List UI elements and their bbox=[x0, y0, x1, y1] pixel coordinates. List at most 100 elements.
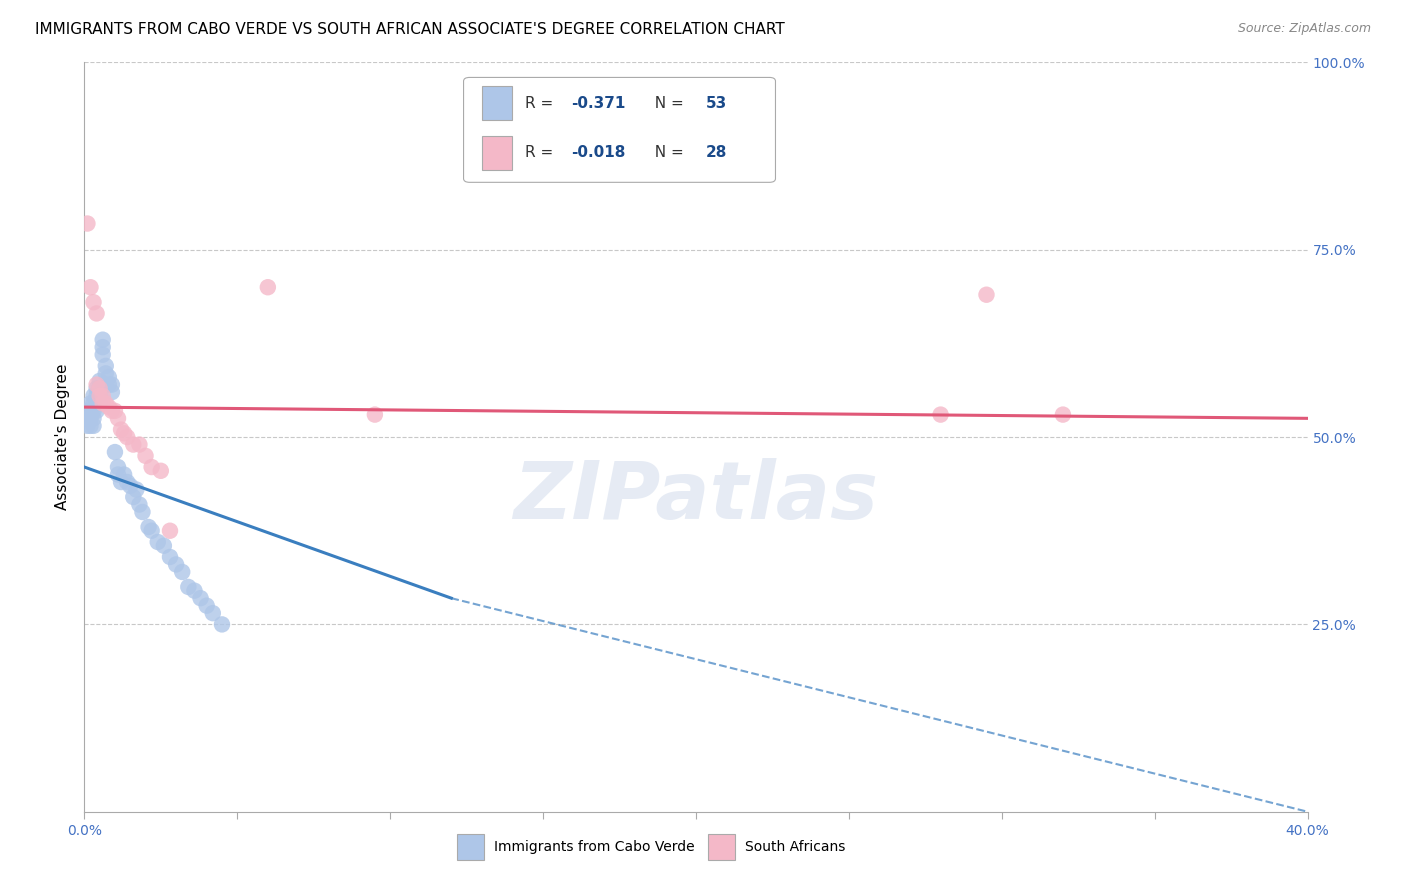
Bar bbox=[457, 834, 484, 861]
Point bbox=[128, 437, 150, 451]
Point bbox=[146, 535, 169, 549]
FancyBboxPatch shape bbox=[464, 78, 776, 182]
Point bbox=[83, 389, 105, 403]
Text: South Africans: South Africans bbox=[745, 840, 845, 855]
Text: R =: R = bbox=[524, 145, 558, 161]
Point bbox=[76, 217, 98, 231]
Point bbox=[86, 389, 108, 403]
Point bbox=[183, 583, 205, 598]
Point bbox=[86, 381, 108, 395]
Point bbox=[115, 475, 138, 489]
Point bbox=[195, 599, 218, 613]
Point bbox=[79, 411, 101, 425]
Point bbox=[125, 483, 148, 497]
Text: ZIPatlas: ZIPatlas bbox=[513, 458, 879, 536]
Text: Immigrants from Cabo Verde: Immigrants from Cabo Verde bbox=[494, 840, 695, 855]
Point bbox=[122, 437, 145, 451]
Point bbox=[76, 404, 98, 418]
Point bbox=[177, 580, 200, 594]
Point bbox=[190, 591, 212, 606]
Point bbox=[128, 498, 150, 512]
Point bbox=[91, 389, 114, 403]
Point bbox=[79, 280, 101, 294]
Point bbox=[107, 467, 129, 482]
Point bbox=[131, 505, 153, 519]
Point bbox=[83, 396, 105, 410]
Point bbox=[79, 396, 101, 410]
Point bbox=[149, 464, 172, 478]
Point bbox=[115, 430, 138, 444]
Point bbox=[138, 520, 160, 534]
Bar bbox=[709, 834, 735, 861]
Point bbox=[97, 377, 120, 392]
Text: -0.371: -0.371 bbox=[571, 95, 626, 111]
Point bbox=[110, 423, 132, 437]
Point bbox=[112, 467, 135, 482]
Point bbox=[107, 460, 129, 475]
Y-axis label: Associate's Degree: Associate's Degree bbox=[55, 364, 70, 510]
Point bbox=[91, 396, 114, 410]
Text: 28: 28 bbox=[706, 145, 727, 161]
Point bbox=[83, 295, 105, 310]
Point bbox=[86, 377, 108, 392]
Point bbox=[101, 377, 124, 392]
Point bbox=[83, 404, 105, 418]
Point bbox=[165, 558, 187, 572]
Text: Source: ZipAtlas.com: Source: ZipAtlas.com bbox=[1237, 22, 1371, 36]
Point bbox=[101, 404, 124, 418]
Point bbox=[141, 460, 163, 475]
Point bbox=[83, 418, 105, 433]
Point bbox=[104, 445, 127, 459]
Point bbox=[89, 389, 111, 403]
Text: R =: R = bbox=[524, 95, 558, 111]
Point bbox=[104, 404, 127, 418]
Point bbox=[211, 617, 233, 632]
Point bbox=[94, 396, 117, 410]
Point bbox=[97, 370, 120, 384]
Point bbox=[141, 524, 163, 538]
Point bbox=[172, 565, 194, 579]
Point bbox=[159, 549, 181, 564]
Point bbox=[91, 348, 114, 362]
Text: N =: N = bbox=[644, 95, 688, 111]
Point bbox=[89, 396, 111, 410]
Bar bbox=[482, 87, 513, 120]
Point bbox=[97, 400, 120, 414]
Point bbox=[112, 426, 135, 441]
Point bbox=[94, 359, 117, 373]
Point bbox=[364, 408, 387, 422]
Bar bbox=[482, 136, 513, 169]
Point bbox=[76, 411, 98, 425]
Text: -0.018: -0.018 bbox=[571, 145, 626, 161]
Point bbox=[110, 475, 132, 489]
Point bbox=[89, 381, 111, 395]
Point bbox=[101, 385, 124, 400]
Point bbox=[1052, 408, 1074, 422]
Point bbox=[153, 539, 176, 553]
Point bbox=[91, 333, 114, 347]
Point bbox=[201, 606, 224, 620]
Point bbox=[107, 411, 129, 425]
Point bbox=[120, 479, 142, 493]
Text: IMMIGRANTS FROM CABO VERDE VS SOUTH AFRICAN ASSOCIATE'S DEGREE CORRELATION CHART: IMMIGRANTS FROM CABO VERDE VS SOUTH AFRI… bbox=[35, 22, 785, 37]
Point bbox=[79, 418, 101, 433]
Point bbox=[76, 418, 98, 433]
Point bbox=[159, 524, 181, 538]
Point bbox=[257, 280, 280, 294]
Text: N =: N = bbox=[644, 145, 688, 161]
Point bbox=[929, 408, 952, 422]
Point bbox=[122, 490, 145, 504]
Point bbox=[86, 404, 108, 418]
Point bbox=[79, 404, 101, 418]
Point bbox=[94, 367, 117, 381]
Point bbox=[86, 306, 108, 320]
Point bbox=[91, 340, 114, 354]
Point bbox=[89, 389, 111, 403]
Point bbox=[83, 411, 105, 425]
Point bbox=[89, 381, 111, 395]
Point bbox=[89, 374, 111, 388]
Point bbox=[86, 396, 108, 410]
Text: 53: 53 bbox=[706, 95, 727, 111]
Point bbox=[135, 449, 157, 463]
Point bbox=[976, 287, 998, 301]
